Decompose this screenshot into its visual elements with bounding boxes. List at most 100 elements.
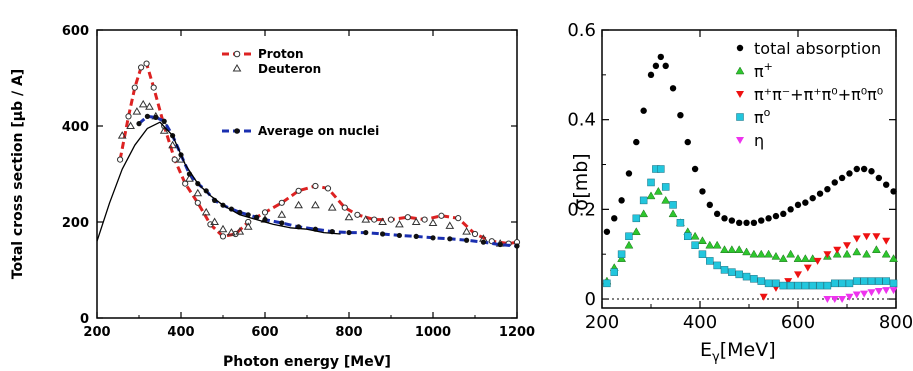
- legend-marker-4: [736, 137, 744, 144]
- legend-proton-label: Proton: [258, 47, 303, 61]
- pi-plus-point: [698, 236, 707, 244]
- total-absorption-point: [787, 206, 794, 213]
- pi-plus-point: [793, 254, 803, 262]
- total-absorption-point: [684, 138, 691, 146]
- pi-plus-point: [690, 231, 700, 240]
- pi-zero-point: [801, 281, 810, 290]
- pi-plus-point: [668, 209, 678, 218]
- eta-point: [889, 287, 898, 295]
- pi-zero-point: [684, 232, 692, 241]
- legend-average-label: Average on nuclei: [258, 124, 379, 138]
- double-pion-point: [813, 257, 822, 265]
- left-y-tick-label: 0: [80, 312, 89, 327]
- proton-point: [371, 216, 378, 223]
- pi-zero-point: [882, 277, 890, 285]
- left-y-tick-label: 600: [62, 24, 89, 39]
- total-absorption-point: [868, 168, 875, 175]
- total-absorption-point: [736, 219, 743, 227]
- average-point: [279, 220, 285, 226]
- pi-plus-point: [749, 249, 759, 258]
- proton-point: [125, 113, 132, 120]
- total-absorption-point: [640, 107, 647, 114]
- deuteron-point: [159, 126, 169, 134]
- left-x-tick-label: 800: [335, 325, 362, 340]
- pi-plus-point: [705, 240, 715, 249]
- pi-plus-point: [617, 254, 627, 262]
- proton-point: [471, 230, 479, 238]
- pi-plus-point: [862, 249, 872, 258]
- pi-zero-point: [816, 281, 824, 290]
- proton-point: [312, 182, 319, 190]
- deuteron-point: [327, 203, 337, 211]
- average-point: [245, 212, 251, 218]
- legend-label-1: π+: [754, 60, 773, 81]
- deuteron-point: [168, 140, 177, 149]
- pi-plus-point: [646, 191, 656, 200]
- pi-zero-point: [698, 250, 707, 258]
- deuteron-point: [185, 174, 194, 182]
- right-y-axis-label: σ[mb]: [570, 153, 592, 210]
- pi-zero-point: [772, 279, 780, 288]
- double-pion-point: [833, 246, 842, 254]
- deuteron-point: [462, 227, 471, 235]
- left-x-tick-label: 600: [251, 325, 278, 340]
- double-pion-point: [872, 233, 881, 241]
- eta-point: [874, 287, 883, 295]
- total-absorption-point: [691, 165, 699, 173]
- total-absorption-point: [657, 53, 664, 61]
- total-absorption-point: [875, 174, 883, 182]
- eta-point: [845, 293, 854, 301]
- pi-zero-point: [867, 277, 876, 285]
- double-pion-point: [823, 251, 832, 259]
- right-y-tick-label: 0: [585, 289, 596, 310]
- average-point: [136, 121, 142, 127]
- double-pion-point: [843, 242, 851, 250]
- proton-point: [182, 180, 189, 187]
- pi-plus-point: [852, 247, 862, 256]
- average-point: [396, 232, 402, 239]
- total-absorption-point: [883, 181, 890, 188]
- total-absorption-point: [603, 228, 611, 235]
- right-x-tick-label: 800: [879, 312, 913, 333]
- legend-label-3: πo: [754, 106, 771, 127]
- left-y-axis-label: Total cross section [µb / A]: [10, 69, 26, 279]
- pi-plus-point: [778, 254, 788, 262]
- double-pion-point: [882, 237, 891, 245]
- proton-point: [438, 212, 445, 219]
- legend-label-base: total absorption: [754, 39, 881, 58]
- average-point: [413, 233, 419, 239]
- right-x-tick-label: 600: [781, 312, 815, 333]
- total-absorption-point: [618, 197, 625, 204]
- pi-zero-point: [808, 281, 817, 290]
- left-legend: Proton Deuteron Average on nuclei: [222, 47, 379, 138]
- pi-zero-point: [889, 279, 898, 288]
- pi-zero-point: [632, 214, 641, 223]
- right-x-axis-label: Eγ[MeV]: [700, 339, 776, 365]
- deuteron-point: [117, 131, 127, 139]
- total-absorption-point: [846, 170, 853, 177]
- legend-label-4: η: [754, 131, 764, 150]
- eta-point: [867, 289, 876, 297]
- right-x-axis-label-sub: γ: [712, 350, 720, 365]
- pi-zero-point: [617, 250, 626, 258]
- right-x-tick-label: 200: [585, 312, 619, 333]
- deuteron-point: [311, 200, 320, 209]
- double-pion-point: [852, 235, 861, 243]
- legend-deuteron-marker: [232, 64, 242, 72]
- total-absorption-point: [706, 201, 713, 209]
- legend-average-marker: [234, 128, 240, 134]
- proton-point: [404, 214, 411, 221]
- average-point: [464, 237, 470, 243]
- pi-zero-point: [676, 219, 685, 227]
- left-series-line-3: [96, 121, 341, 242]
- pi-zero-point: [661, 183, 670, 191]
- proton-point: [138, 64, 145, 71]
- pi-zero-point: [647, 178, 655, 187]
- legend-label-2: π⁺π⁻+π⁺π⁰+π⁰π⁰: [754, 85, 883, 104]
- pi-plus-point: [712, 240, 722, 249]
- eta-point: [852, 291, 861, 299]
- pi-zero-point: [838, 279, 846, 288]
- total-absorption-point: [765, 215, 772, 222]
